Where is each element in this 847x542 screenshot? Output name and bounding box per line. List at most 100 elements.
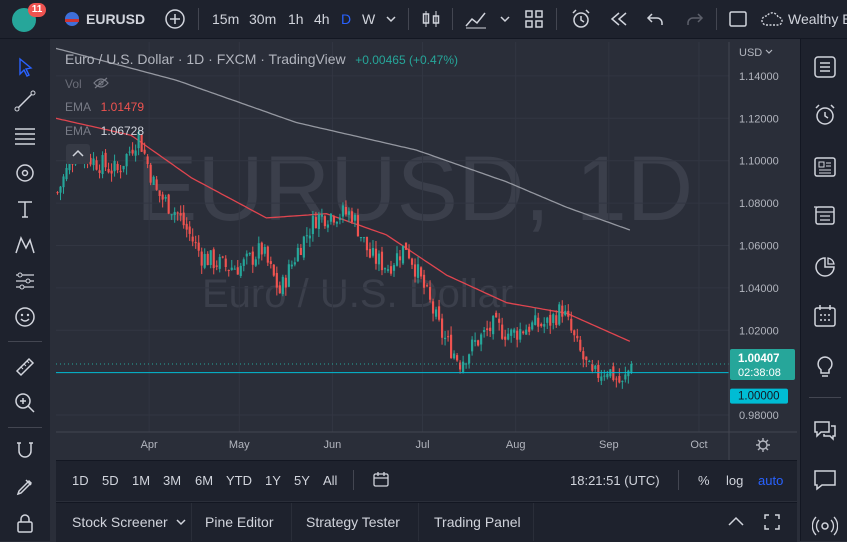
interval-d[interactable]: D: [341, 11, 352, 27]
chart-settings-icon[interactable]: [756, 438, 770, 452]
interval-w[interactable]: W: [362, 11, 376, 27]
watchlist-icon[interactable]: [812, 54, 838, 80]
range-1d[interactable]: 1D: [72, 472, 89, 488]
utc-clock[interactable]: 18:21:51 (UTC): [570, 472, 660, 488]
ruler-icon[interactable]: [13, 355, 37, 379]
pattern-icon[interactable]: [13, 161, 37, 185]
interval-15m[interactable]: 15m: [212, 11, 240, 27]
candle-body: [495, 312, 498, 318]
chevron-down-icon: [386, 16, 396, 23]
magnet-icon[interactable]: [13, 439, 37, 463]
stay-drawing-icon[interactable]: [13, 475, 37, 499]
chart-pane[interactable]: EURUSD, 1D Euro / U.S. Dollar 0.98000 1.0…: [56, 42, 797, 460]
price-chart[interactable]: EURUSD, 1D Euro / U.S. Dollar 0.98000 1.0…: [56, 42, 797, 460]
data-window-icon[interactable]: [812, 202, 838, 228]
zoom-in-icon[interactable]: [13, 391, 37, 415]
divider: [198, 8, 199, 30]
range-1m[interactable]: 1M: [132, 472, 151, 488]
candle-body: [621, 380, 624, 382]
alert-button[interactable]: [570, 0, 592, 38]
news-icon[interactable]: [812, 154, 838, 180]
calendar-icon[interactable]: [812, 303, 838, 329]
candle-body: [308, 235, 311, 239]
candle-body: [365, 236, 369, 251]
candle-body: [137, 131, 140, 149]
interval-1h[interactable]: 1h: [288, 11, 304, 27]
candle-body: [158, 190, 161, 196]
fib-retracement-icon[interactable]: [13, 123, 37, 147]
symbol-legend: Euro / U.S. Dollar · 1D · FXCM · Trading…: [65, 51, 458, 67]
indicators-dropdown[interactable]: [500, 0, 510, 38]
candle-body: [546, 317, 549, 323]
candle-body: [624, 374, 627, 380]
alarm-clock-icon[interactable]: [812, 102, 838, 128]
chevron-down-icon: [176, 519, 186, 526]
maximize-panel-button[interactable]: [763, 503, 781, 541]
lock-icon[interactable]: [13, 511, 37, 535]
currency-selector[interactable]: USD: [739, 47, 773, 59]
redo-icon: [687, 13, 704, 25]
indicators-button[interactable]: [464, 0, 488, 38]
range-1y[interactable]: 1Y: [265, 472, 281, 488]
range-all[interactable]: All: [323, 472, 338, 488]
range-6m[interactable]: 6M: [195, 472, 214, 488]
symbol-search-button[interactable]: EURUSD: [64, 0, 145, 38]
range-ytd[interactable]: YTD: [226, 472, 252, 488]
xabcd-pattern-icon[interactable]: [13, 233, 37, 257]
candle-body: [561, 305, 564, 317]
tab-pine-editor[interactable]: Pine Editor: [205, 514, 274, 530]
lightbulb-icon[interactable]: [812, 354, 838, 380]
goto-date-button[interactable]: [372, 461, 390, 499]
interval-30m[interactable]: 30m: [249, 11, 277, 27]
log-toggle[interactable]: log: [726, 472, 744, 488]
percent-toggle[interactable]: %: [698, 472, 710, 488]
candle-body: [62, 176, 65, 188]
templates-button[interactable]: [524, 0, 544, 38]
smiley-icon[interactable]: [13, 305, 37, 329]
candle-body: [489, 327, 492, 332]
interval-dropdown[interactable]: [386, 0, 396, 38]
text-icon[interactable]: [13, 197, 37, 221]
date-range-bar: 1D 5D 1M 3M 6M YTD 1Y 5Y All 18:21:51 (U…: [56, 460, 797, 501]
range-3m[interactable]: 3M: [163, 472, 182, 488]
chevron-up-icon: [728, 516, 744, 526]
tab-trading-panel[interactable]: Trading Panel: [434, 514, 521, 530]
candle-body: [341, 205, 345, 217]
candle-body: [522, 331, 525, 334]
trend-line-icon[interactable]: [13, 89, 37, 113]
undo-button[interactable]: [646, 0, 666, 38]
grid-icon: [525, 10, 543, 28]
tab-strategy-tester[interactable]: Strategy Tester: [306, 514, 400, 530]
eye-crossed-icon[interactable]: [93, 77, 110, 89]
range-5y[interactable]: 5Y: [294, 472, 310, 488]
compare-button[interactable]: [164, 0, 186, 38]
volume-legend: Vol: [65, 76, 110, 91]
redo-button[interactable]: [684, 0, 704, 38]
candle-body: [296, 247, 299, 262]
currency-label: USD: [739, 47, 763, 59]
chat-icon[interactable]: [812, 417, 838, 443]
undo-icon: [646, 13, 663, 25]
candle-body: [164, 196, 167, 199]
candle-body: [173, 211, 176, 216]
tab-stock-screener[interactable]: Stock Screener: [72, 503, 186, 541]
tab-label: Stock Screener: [72, 514, 168, 530]
streams-icon[interactable]: [812, 513, 838, 539]
workspace-button[interactable]: Wealthy E: [760, 0, 847, 38]
replay-button[interactable]: [608, 0, 630, 38]
candle-body: [443, 337, 447, 340]
candle-body: [392, 265, 396, 271]
interval-4h[interactable]: 4h: [314, 11, 330, 27]
hotlist-icon[interactable]: [812, 254, 838, 280]
legend-change: +0.00465 (+0.47%): [355, 53, 458, 67]
candle-body: [555, 315, 558, 326]
chart-type-button[interactable]: [420, 0, 442, 38]
range-5d[interactable]: 5D: [102, 472, 119, 488]
measure-icon[interactable]: [13, 269, 37, 293]
collapse-panel-button[interactable]: [726, 503, 746, 541]
auto-toggle[interactable]: auto: [758, 472, 784, 488]
fullscreen-toggle[interactable]: [728, 0, 748, 38]
legend-collapse-button[interactable]: [66, 144, 90, 164]
cursor-icon[interactable]: [13, 55, 37, 79]
ideas-stream-icon[interactable]: [812, 467, 838, 493]
